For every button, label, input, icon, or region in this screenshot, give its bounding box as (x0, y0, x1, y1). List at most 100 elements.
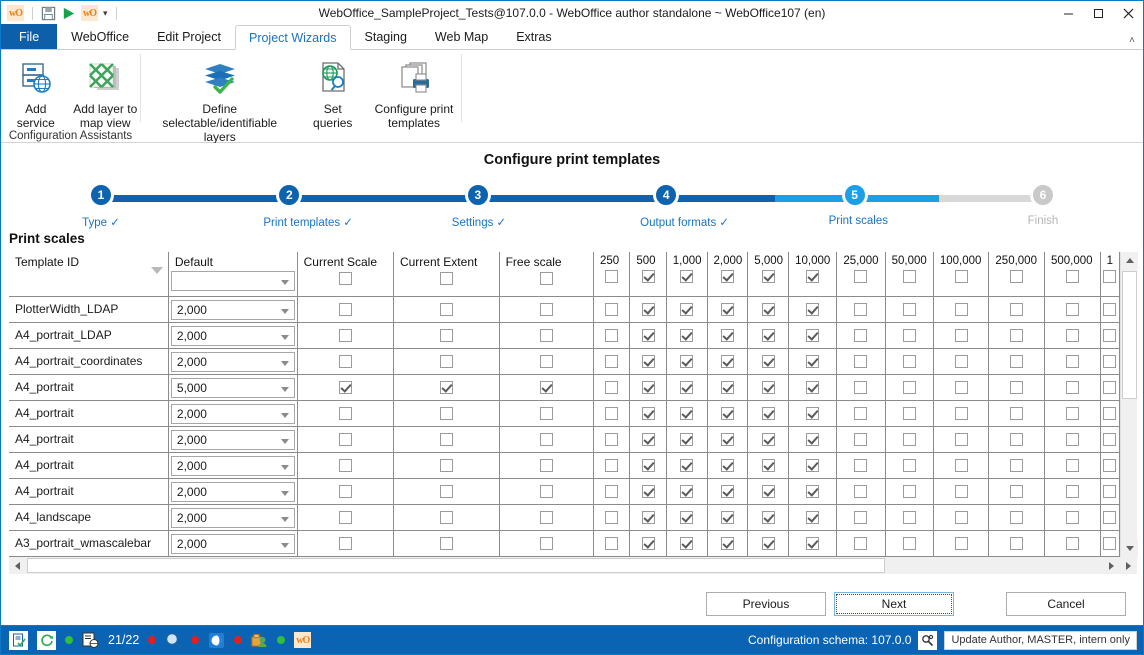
checkbox-s50000[interactable] (902, 433, 916, 447)
validate-icon[interactable] (9, 630, 28, 650)
checkbox-s50000[interactable] (902, 329, 916, 343)
checkbox-s10000[interactable] (806, 511, 820, 525)
cell-s10000[interactable] (788, 504, 838, 531)
checkbox-current_scale[interactable] (338, 303, 352, 317)
cell-s500[interactable] (629, 504, 667, 531)
filter-checkbox-free_scale[interactable] (539, 272, 553, 285)
tab-staging[interactable]: Staging (364, 29, 407, 44)
cell-template_id[interactable]: A4_portrait (9, 374, 169, 401)
cell-current_extent[interactable] (393, 374, 500, 401)
checkbox-s25000[interactable] (854, 303, 868, 317)
checkbox-s10000[interactable] (806, 459, 820, 473)
cell-current_extent[interactable] (393, 296, 500, 323)
table-row[interactable]: A4_portrait 2,000 (9, 400, 1120, 427)
checkbox-s250[interactable] (605, 303, 619, 317)
checkbox-s100000[interactable] (954, 537, 968, 551)
tab-project-wizards[interactable]: Project Wizards (234, 25, 351, 50)
cell-default[interactable]: 2,000 (168, 348, 298, 375)
cell-s10000[interactable] (788, 400, 838, 427)
table-row[interactable]: A4_portrait 2,000 (9, 426, 1120, 453)
checkbox-s500000[interactable] (1065, 511, 1079, 525)
cell-s250[interactable] (593, 296, 631, 323)
cell-s1000000[interactable] (1100, 400, 1120, 427)
cell-current_extent[interactable] (393, 504, 500, 531)
checkbox-s50000[interactable] (902, 459, 916, 473)
cell-s5000[interactable] (747, 296, 790, 323)
checkbox-s1000000[interactable] (1103, 511, 1117, 525)
user-role-badge[interactable]: Update Author, MASTER, intern only (944, 630, 1137, 650)
checkbox-current_extent[interactable] (439, 407, 453, 421)
checkbox-s2000[interactable] (720, 381, 734, 395)
checkbox-s10000[interactable] (806, 355, 820, 369)
checkbox-s1000000[interactable] (1103, 459, 1117, 473)
filter-checkbox-s100000[interactable] (954, 270, 968, 283)
cell-s500[interactable] (629, 426, 667, 453)
checkbox-s1000[interactable] (680, 355, 694, 369)
cell-current_scale[interactable] (297, 452, 394, 479)
checkbox-s2000[interactable] (720, 537, 734, 551)
cell-current_extent[interactable] (393, 452, 500, 479)
column-header-s10000[interactable]: 10,000 (788, 252, 838, 297)
tab-file[interactable]: File (1, 24, 58, 49)
checkbox-s250[interactable] (605, 329, 619, 343)
cell-s250[interactable] (593, 530, 631, 557)
checkbox-s2000[interactable] (720, 459, 734, 473)
checkbox-s500000[interactable] (1065, 355, 1079, 369)
cell-s5000[interactable] (747, 322, 790, 349)
cell-s500000[interactable] (1044, 348, 1101, 375)
checkbox-s250[interactable] (605, 381, 619, 395)
default-scale-combo[interactable]: 2,000 (170, 326, 295, 346)
checkbox-s250[interactable] (605, 537, 619, 551)
cell-s500[interactable] (629, 322, 667, 349)
checkbox-s1000[interactable] (680, 407, 694, 421)
table-row[interactable]: A4_portrait_LDAP 2,000 (9, 322, 1120, 349)
wizard-step-print-scales[interactable]: 5 Print scales (829, 182, 888, 229)
checkbox-s1000000[interactable] (1103, 303, 1117, 317)
table-row[interactable]: PlotterWidth_LDAP 2,000 (9, 296, 1120, 323)
set-queries-button[interactable]: Set queries (298, 55, 367, 130)
checkbox-s250[interactable] (605, 485, 619, 499)
checkbox-free_scale[interactable] (539, 511, 553, 525)
cell-s10000[interactable] (788, 478, 838, 505)
filter-combo-default[interactable] (170, 271, 295, 291)
checkbox-s500[interactable] (641, 459, 655, 473)
cell-s50000[interactable] (885, 400, 934, 427)
cell-s1000[interactable] (666, 348, 708, 375)
cell-s250[interactable] (593, 374, 631, 401)
checkbox-current_scale[interactable] (338, 381, 352, 395)
cell-s10000[interactable] (788, 296, 838, 323)
cell-s50000[interactable] (885, 296, 934, 323)
cell-template_id[interactable]: A4_portrait (9, 452, 169, 479)
checkbox-s50000[interactable] (902, 511, 916, 525)
checkbox-s1000[interactable] (680, 303, 694, 317)
cell-free_scale[interactable] (499, 426, 595, 453)
checkbox-free_scale[interactable] (539, 433, 553, 447)
scroll-right-button[interactable] (1103, 557, 1120, 574)
sort-arrow-icon[interactable] (150, 267, 163, 274)
cell-s1000[interactable] (666, 478, 708, 505)
checkbox-s1000[interactable] (680, 433, 694, 447)
checkbox-s500000[interactable] (1065, 433, 1079, 447)
column-header-free_scale[interactable]: Free scale (499, 252, 595, 297)
cell-s250000[interactable] (988, 296, 1045, 323)
cell-s250000[interactable] (988, 400, 1045, 427)
table-row[interactable]: A4_portrait 2,000 (9, 478, 1120, 505)
cell-s50000[interactable] (885, 504, 934, 531)
filter-checkbox-s500000[interactable] (1065, 270, 1079, 283)
cell-s1000[interactable] (666, 374, 708, 401)
checkbox-current_extent[interactable] (439, 381, 453, 395)
checkbox-s25000[interactable] (854, 381, 868, 395)
cell-free_scale[interactable] (499, 296, 595, 323)
checkbox-free_scale[interactable] (539, 407, 553, 421)
cell-free_scale[interactable] (499, 400, 595, 427)
cell-s500[interactable] (629, 400, 667, 427)
cell-s250000[interactable] (988, 452, 1045, 479)
cell-s1000000[interactable] (1100, 348, 1120, 375)
column-header-s250000[interactable]: 250,000 (988, 252, 1045, 297)
column-header-s500000[interactable]: 500,000 (1044, 252, 1101, 297)
filter-checkbox-current_scale[interactable] (338, 272, 352, 285)
checkbox-current_scale[interactable] (338, 459, 352, 473)
column-header-current_extent[interactable]: Current Extent (393, 252, 500, 297)
add-service-button[interactable]: Add service (1, 55, 71, 130)
cell-s250[interactable] (593, 478, 631, 505)
